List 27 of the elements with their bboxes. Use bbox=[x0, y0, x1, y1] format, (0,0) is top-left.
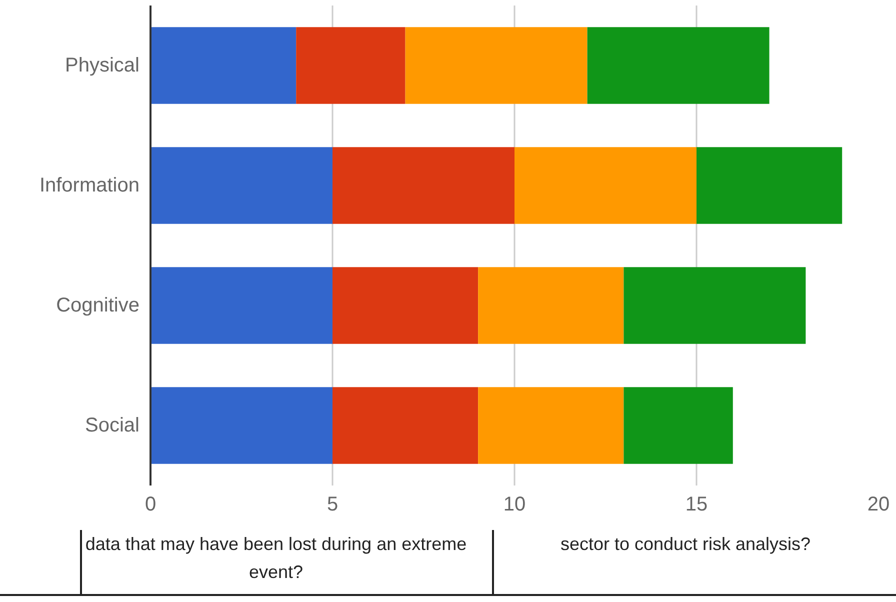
bar bbox=[332, 387, 478, 464]
x-tick-label: 15 bbox=[685, 494, 708, 516]
bar bbox=[332, 267, 478, 344]
x-tick-label: 20 bbox=[867, 494, 890, 516]
y-tick-label: Social bbox=[85, 414, 140, 436]
bar bbox=[150, 267, 332, 344]
x-tick-label: 10 bbox=[503, 494, 526, 516]
bar bbox=[587, 27, 770, 104]
x-tick-label: 5 bbox=[326, 494, 338, 516]
bar bbox=[624, 387, 733, 464]
bar bbox=[514, 147, 696, 224]
bar bbox=[478, 387, 624, 464]
bar bbox=[332, 147, 514, 224]
bar bbox=[478, 267, 624, 344]
y-tick-label: Information bbox=[39, 174, 140, 196]
x-tick-label: 0 bbox=[144, 494, 156, 516]
y-tick-label: Cognitive bbox=[56, 294, 140, 316]
bar bbox=[696, 147, 842, 224]
bar bbox=[150, 387, 332, 464]
bar bbox=[405, 27, 588, 104]
bar bbox=[624, 267, 806, 344]
text: data that may have been lost during an extreme event? bbox=[80, 530, 470, 596]
bar bbox=[296, 27, 406, 104]
y-tick-label: Physical bbox=[65, 54, 140, 76]
text: sector to conduct risk analysis? bbox=[492, 530, 877, 596]
bar bbox=[150, 27, 296, 104]
bar bbox=[150, 147, 332, 224]
